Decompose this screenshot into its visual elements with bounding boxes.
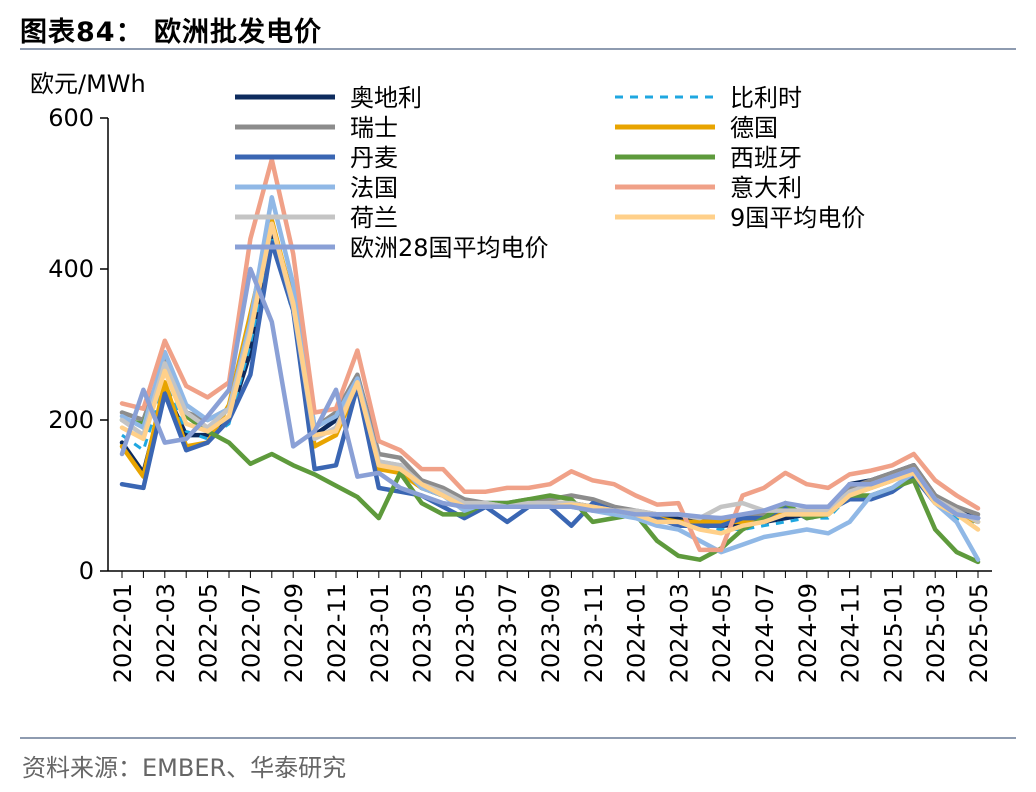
x-tick-label: 2023-07 <box>494 583 522 683</box>
legend-label-6: 法国 <box>350 174 398 202</box>
legend-label-2: 瑞士 <box>350 114 398 142</box>
x-tick-label: 2022-09 <box>280 583 308 683</box>
series-line-10 <box>119 266 981 521</box>
y-axis-unit: 欧元/MWh <box>30 70 146 98</box>
x-tick-label: 2024-05 <box>708 583 736 683</box>
legend-label-3: 德国 <box>730 114 778 142</box>
x-tick-label: 2024-09 <box>794 583 822 683</box>
legend-label-9: 9国平均电价 <box>730 204 865 232</box>
x-tick-label: 2023-05 <box>451 583 479 683</box>
x-tick-label: 2022-05 <box>195 583 223 683</box>
x-tick-label: 2022-07 <box>237 583 265 683</box>
legend-label-1: 比利时 <box>730 84 802 112</box>
legend-label-8: 荷兰 <box>350 204 398 232</box>
x-tick-label: 2023-11 <box>580 583 608 683</box>
x-tick-label: 2022-01 <box>109 583 137 683</box>
y-tick-label: 400 <box>48 255 94 283</box>
source-note: 资料来源：EMBER、华泰研究 <box>22 754 347 782</box>
x-tick-label: 2022-11 <box>323 583 351 683</box>
x-tick-label: 2024-07 <box>751 583 779 683</box>
legend-label-7: 意大利 <box>730 174 802 202</box>
x-tick-label: 2025-03 <box>922 583 950 683</box>
x-tick-label: 2022-03 <box>152 583 180 683</box>
x-tick-label: 2023-03 <box>409 583 437 683</box>
y-tick-label: 200 <box>48 406 94 434</box>
x-tick-label: 2023-09 <box>537 583 565 683</box>
legend-label-0: 奥地利 <box>350 84 422 112</box>
x-tick-label: 2025-05 <box>965 583 993 683</box>
series-line-5 <box>119 364 981 565</box>
x-tick-label: 2024-11 <box>837 583 865 683</box>
y-tick-label: 0 <box>79 557 94 585</box>
legend-label-4: 丹麦 <box>350 144 398 172</box>
legend-label-10: 欧洲28国平均电价 <box>350 234 549 262</box>
x-tick-label: 2025-01 <box>879 583 907 683</box>
bottom-rule <box>20 737 1016 739</box>
x-tick-label: 2024-01 <box>623 583 651 683</box>
legend-label-5: 西班牙 <box>730 144 802 172</box>
top-rule <box>20 48 1016 50</box>
figure-title: 图表84： 欧洲批发电价 <box>20 17 322 48</box>
x-tick-label: 2023-01 <box>366 583 394 683</box>
x-tick-label: 2024-03 <box>665 583 693 683</box>
y-tick-label: 600 <box>48 104 94 132</box>
